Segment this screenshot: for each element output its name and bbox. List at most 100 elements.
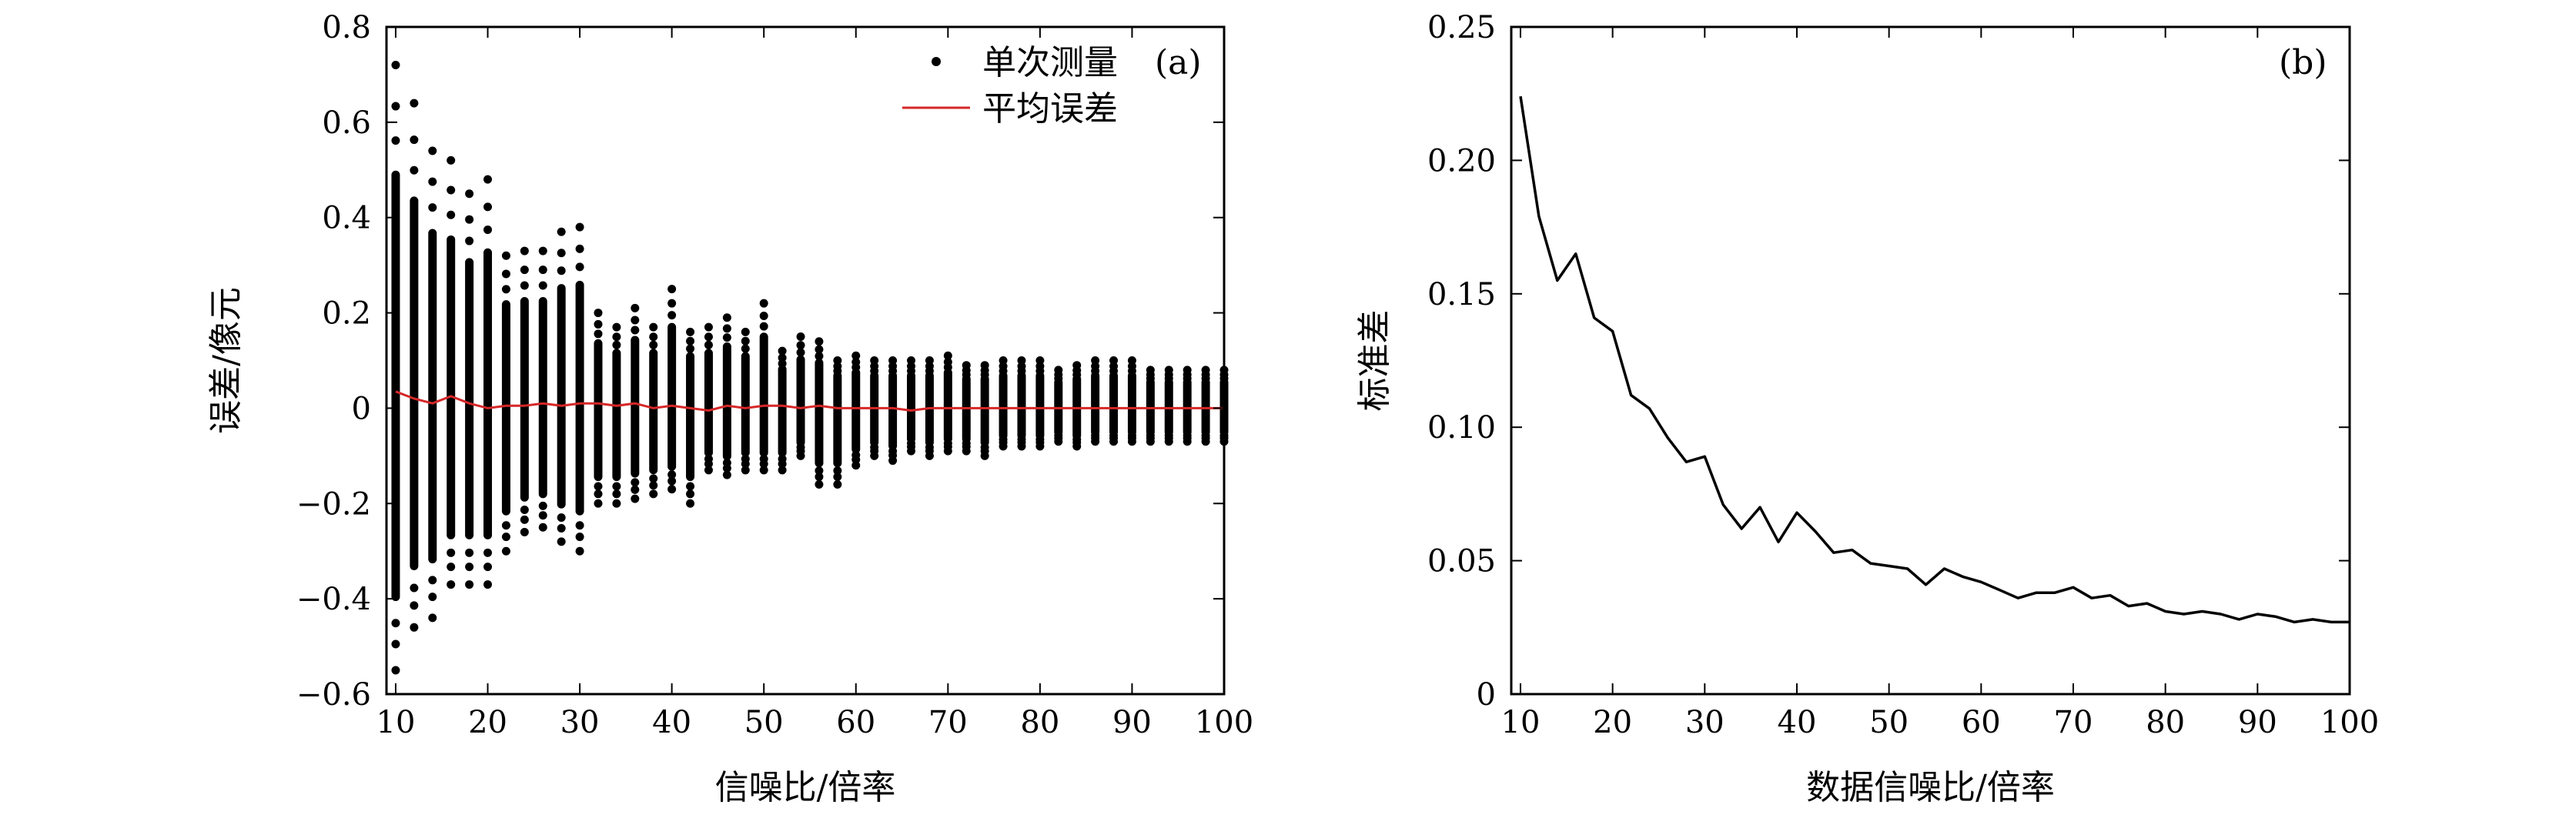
measurement-point-snr-48-2	[741, 454, 750, 463]
x-tick-label-10: 10	[1501, 705, 1541, 740]
measurement-column-snr-40	[667, 285, 677, 494]
panel-b-std-line: 10 20 30 40 50 60 70 80 90 100 0 0.05 0.10 0.15 0.20 0.…	[1355, 10, 2379, 807]
measurement-point-snr-68-5	[925, 356, 934, 365]
measurement-point-snr-82-2	[1054, 431, 1063, 440]
measurement-point-snr-26-4	[538, 265, 547, 275]
measurement-column-snr-24	[520, 246, 529, 536]
measurement-point-snr-62-5	[870, 356, 879, 365]
measurement-point-snr-10-1	[391, 639, 400, 649]
measurement-point-snr-56-2	[815, 466, 824, 476]
measurement-point-snr-80-5	[1035, 356, 1045, 365]
measurement-point-snr-38-5	[649, 322, 658, 332]
panel-a-axes-frame	[385, 25, 1226, 696]
y-tick-label-0: 0	[1477, 677, 1496, 713]
measurement-point-snr-70-4	[943, 357, 952, 366]
measurement-point-snr-30-1	[575, 533, 584, 542]
measurement-point-snr-22-3	[501, 285, 510, 294]
panel-a-y-axis-label: 误差/像元	[206, 287, 246, 434]
measurement-point-snr-32-4	[594, 319, 603, 329]
measurement-point-snr-52-4	[778, 353, 787, 362]
measurement-column-snr-70	[943, 351, 952, 456]
measurement-point-snr-30-2	[575, 521, 584, 530]
measurement-point-snr-26-1	[538, 511, 547, 520]
measurement-point-snr-16-1	[447, 563, 456, 572]
measurement-point-snr-40-4	[667, 299, 677, 308]
measurement-point-snr-56-1	[815, 472, 824, 482]
measurement-point-snr-24-2	[520, 505, 529, 514]
measurement-column-snr-84	[1072, 361, 1082, 451]
y-tick-label-0_8: 0.8	[322, 10, 371, 45]
measurement-point-snr-34-0	[612, 499, 621, 508]
x-tick-label-60: 60	[1962, 705, 2001, 740]
measurement-point-snr-10-2	[391, 619, 400, 628]
measurement-point-snr-72-2	[962, 439, 971, 448]
measurement-point-snr-14-5	[428, 146, 437, 155]
x-tick-label-70: 70	[928, 705, 968, 740]
measurement-point-snr-22-0	[501, 546, 510, 556]
measurement-point-snr-50-0	[759, 466, 768, 475]
measurement-point-snr-50-4	[759, 312, 768, 321]
measurement-column-snr-56	[815, 337, 824, 489]
measurement-point-snr-78-5	[1017, 356, 1026, 365]
x-tick-label-30: 30	[560, 705, 600, 740]
x-tick-label-80: 80	[1020, 705, 1059, 740]
measurement-point-snr-94-2	[1164, 431, 1173, 440]
measurement-point-snr-12-2	[410, 583, 419, 593]
measurement-point-snr-56-4	[815, 345, 824, 354]
measurement-point-snr-32-3	[594, 329, 603, 339]
measurement-point-snr-46-0	[722, 470, 731, 479]
measurement-point-snr-82-5	[1054, 366, 1063, 375]
measurement-point-snr-16-3	[447, 210, 456, 219]
measurement-column-snr-60	[851, 351, 861, 470]
measurement-point-snr-26-2	[538, 501, 547, 510]
panel-b-ticks: 10 20 30 40 50 60 70 80 90 100 0 0.05 0.10 0.15 0.20 0.…	[1427, 10, 2379, 740]
panel-a-ticks: 10 20 30 40 50 60 70 80 90 100 −0.6 −0.4 −0.2 0 0.2 0.4…	[296, 10, 1253, 740]
measurement-column-snr-66	[906, 356, 915, 456]
measurement-point-snr-36-3	[631, 326, 640, 335]
panel-a-tag: (a)	[1155, 43, 1202, 82]
x-tick-label-60: 60	[836, 705, 875, 740]
measurement-point-snr-32-2	[594, 482, 603, 491]
measurement-point-snr-54-3	[796, 348, 805, 357]
measurement-point-snr-44-0	[704, 466, 713, 475]
measurement-point-snr-46-3	[722, 333, 731, 342]
measurement-point-snr-44-2	[704, 454, 713, 463]
x-tick-label-20: 20	[1593, 705, 1632, 740]
measurement-point-snr-98-2	[1201, 431, 1210, 440]
measurement-point-snr-58-0	[833, 480, 842, 489]
measurement-point-snr-42-2	[686, 482, 695, 491]
x-tick-label-10: 10	[376, 705, 416, 740]
measurement-point-snr-64-5	[888, 356, 898, 365]
panel-b-tag: (b)	[2279, 43, 2327, 82]
y-tick-label-0_25: 0.25	[1427, 10, 1496, 45]
measurement-point-snr-24-5	[520, 246, 529, 255]
measurement-point-snr-32-1	[594, 489, 603, 499]
measurement-point-snr-20-4	[483, 202, 493, 212]
measurement-point-snr-40-2	[667, 470, 677, 479]
measurement-point-snr-28-2	[557, 513, 566, 523]
measurement-point-snr-92-2	[1146, 431, 1155, 440]
measurement-point-snr-14-2	[428, 576, 437, 585]
measurement-point-snr-22-4	[501, 269, 510, 279]
measurement-point-snr-18-1	[465, 563, 474, 572]
measurement-point-snr-38-1	[649, 481, 658, 490]
measurement-point-snr-44-5	[704, 322, 713, 332]
measurement-point-snr-10-0	[391, 666, 400, 675]
x-tick-label-90: 90	[1112, 705, 1152, 740]
measurement-point-snr-18-4	[465, 215, 474, 224]
measurement-column-snr-74	[980, 361, 989, 460]
panel-a-x-axis-label: 信噪比/倍率	[715, 768, 896, 807]
measurement-point-snr-66-5	[906, 356, 915, 365]
measurement-point-snr-40-5	[667, 285, 677, 294]
measurement-point-snr-12-3	[410, 165, 419, 175]
y-tick-label-0_6: 0.6	[322, 105, 371, 141]
x-tick-label-40: 40	[1778, 705, 1817, 740]
measurement-point-snr-10-3	[391, 136, 400, 145]
measurement-point-snr-48-0	[741, 466, 750, 475]
measurement-point-snr-54-4	[796, 341, 805, 350]
measurement-point-snr-28-1	[557, 523, 566, 533]
measurement-point-snr-14-4	[428, 177, 437, 186]
measurement-point-snr-50-2	[759, 454, 768, 463]
measurement-point-snr-32-0	[594, 499, 603, 508]
measurement-point-snr-58-5	[833, 356, 842, 365]
